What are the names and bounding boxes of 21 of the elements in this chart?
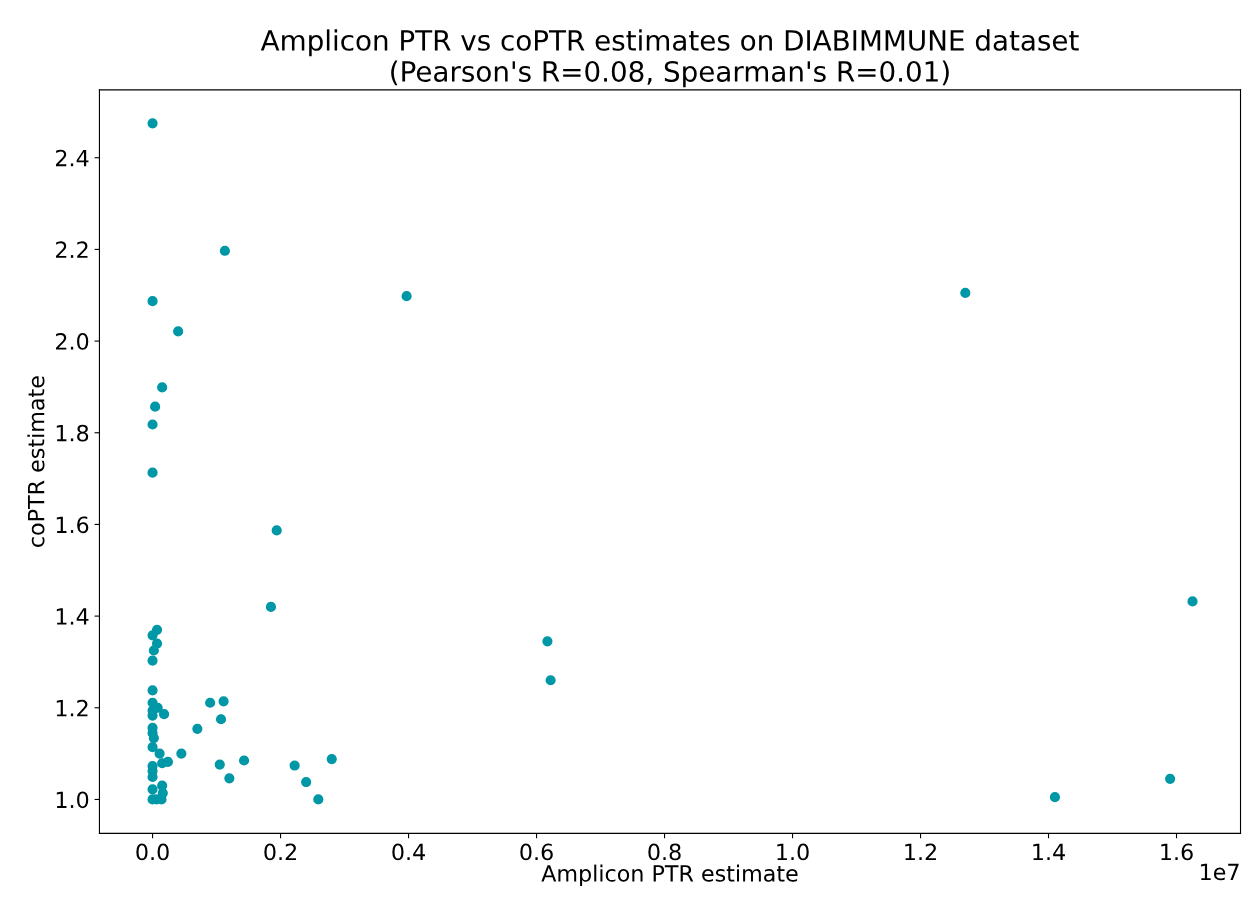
x-tick-label: 0.6 [520,843,553,861]
y-tick-label: 2.2 [56,241,88,258]
y-tick-label: 1.8 [56,424,89,442]
y-tick-label: 1.2 [56,699,88,717]
x-tick-label: 0.0 [136,843,169,861]
y-tick-label: 1.6 [56,516,89,534]
x-tick-label: 0.8 [648,843,681,861]
x-tick-label: 0.2 [264,843,296,861]
x-axis-title: Amplicon PTR estimate [541,864,798,887]
x-tick-label: 1.0 [777,843,809,861]
text: 1e7 [1201,863,1239,881]
x-tick-label: 0.4 [392,843,425,861]
y-axis-title: coPTR estimate [27,376,45,547]
y-tick-label: 1.4 [56,608,89,625]
y-tick-label: 1.0 [56,791,89,809]
x-tick-label: 1.4 [1033,843,1065,860]
y-tick-label: 2.0 [56,333,89,350]
chart-title: Amplicon PTR vs coPTR estimates on DIABIMMUNE dataset (Pearson's R=0.08, Spearman's R=0.01) [260,29,1079,88]
y-tick-label: 2.4 [56,149,89,167]
x-tick-label: 1.2 [905,843,936,860]
x-tick-label: 1.6 [1161,843,1193,861]
